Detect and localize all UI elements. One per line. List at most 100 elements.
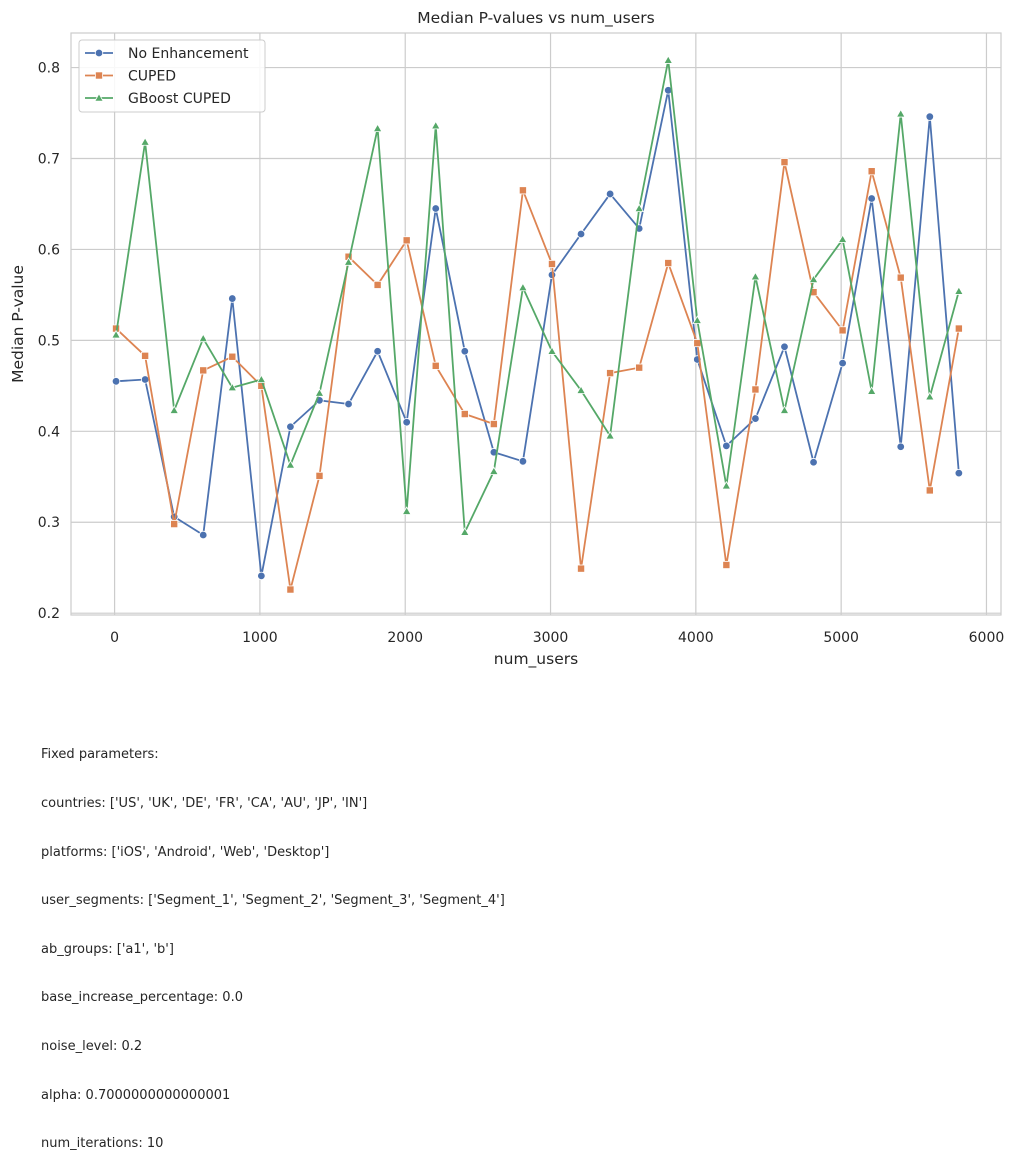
data-point-no-enhancement bbox=[722, 441, 731, 451]
data-point-cuped bbox=[635, 363, 644, 372]
data-point-cuped bbox=[751, 385, 760, 394]
x-tick-label: 3000 bbox=[533, 630, 569, 646]
grid bbox=[71, 33, 1001, 615]
data-point-gboost-cuped bbox=[227, 382, 238, 392]
legend-label-cuped: CUPED bbox=[128, 69, 176, 85]
y-axis-label: Median P-value bbox=[9, 265, 27, 383]
x-tick-label: 4000 bbox=[678, 630, 714, 646]
data-point-no-enhancement bbox=[140, 375, 150, 384]
data-point-no-enhancement bbox=[780, 342, 789, 351]
legend-box bbox=[78, 39, 266, 113]
data-point-no-enhancement bbox=[838, 358, 847, 368]
x-tick-label: 2000 bbox=[387, 630, 423, 646]
series-line-gboost-cuped bbox=[115, 59, 960, 534]
data-point-cuped bbox=[577, 564, 586, 573]
data-point-cuped bbox=[170, 520, 179, 529]
legend: No Enhancement CUPED GBoost CUPED bbox=[78, 39, 266, 113]
data-point-gboost-cuped bbox=[634, 203, 645, 213]
data-point-gboost-cuped bbox=[169, 405, 180, 414]
data-point-no-enhancement bbox=[431, 204, 440, 213]
data-point-no-enhancement bbox=[228, 294, 237, 303]
y-tick-label: 0.5 bbox=[38, 333, 60, 349]
data-point-no-enhancement bbox=[111, 377, 121, 386]
data-point-gboost-cuped bbox=[285, 459, 296, 469]
data-point-gboost-cuped bbox=[343, 257, 354, 266]
legend-label-gboost-cuped: GBoost CUPED bbox=[128, 91, 231, 107]
y-tick-label: 0.6 bbox=[38, 242, 60, 258]
data-point-cuped bbox=[315, 471, 324, 480]
x-axis-label: num_users bbox=[494, 650, 578, 669]
data-point-no-enhancement bbox=[373, 347, 382, 356]
legend-marker-cuped bbox=[95, 71, 104, 80]
data-point-gboost-cuped bbox=[576, 385, 586, 394]
data-point-no-enhancement bbox=[751, 414, 760, 423]
data-point-gboost-cuped bbox=[372, 123, 383, 133]
data-point-cuped bbox=[489, 420, 498, 429]
data-point-gboost-cuped bbox=[547, 346, 557, 355]
data-point-no-enhancement bbox=[809, 458, 818, 467]
data-point-gboost-cuped bbox=[866, 386, 877, 395]
chart-title: Median P-values vs num_users bbox=[417, 9, 654, 28]
y-tick-label: 0.8 bbox=[38, 61, 60, 77]
data-point-no-enhancement bbox=[199, 530, 208, 540]
y-tick-label: 0.3 bbox=[38, 515, 60, 531]
data-point-gboost-cuped bbox=[692, 315, 703, 324]
data-point-gboost-cuped bbox=[837, 234, 848, 243]
data-point-cuped bbox=[838, 326, 847, 335]
series-line-no-enhancement bbox=[115, 89, 960, 577]
y-tick-label: 0.7 bbox=[38, 151, 60, 167]
data-point-cuped bbox=[518, 186, 527, 195]
data-point-gboost-cuped bbox=[140, 137, 150, 146]
y-tick-label: 0.2 bbox=[38, 606, 60, 622]
data-point-gboost-cuped bbox=[198, 333, 209, 343]
y-tick-label: 0.4 bbox=[38, 424, 60, 440]
data-point-no-enhancement bbox=[896, 442, 905, 451]
x-tick-label: 5000 bbox=[823, 630, 859, 646]
data-point-gboost-cuped bbox=[430, 120, 441, 130]
x-tick-label: 1000 bbox=[242, 630, 278, 646]
data-point-gboost-cuped bbox=[488, 466, 499, 475]
data-point-no-enhancement bbox=[925, 112, 934, 121]
fixed-parameter-line: num_iterations: 10 bbox=[41, 1136, 164, 1152]
fixed-parameter-line: countries: ['US', 'UK', 'DE', 'FR', 'CA'… bbox=[41, 796, 368, 812]
fixed-parameter-line: user_segments: ['Segment_1', 'Segment_2'… bbox=[41, 893, 505, 909]
data-point-gboost-cuped bbox=[924, 391, 935, 401]
fixed-parameters-note: Fixed parameters: countries: ['US', 'UK'… bbox=[41, 715, 505, 1169]
data-point-cuped bbox=[402, 236, 411, 245]
data-point-gboost-cuped bbox=[750, 271, 761, 281]
data-point-gboost-cuped bbox=[895, 108, 906, 118]
data-point-cuped bbox=[373, 280, 382, 289]
fixed-parameter-line: base_increase_percentage: 0.0 bbox=[41, 990, 243, 1006]
data-point-cuped bbox=[199, 366, 208, 375]
data-point-cuped bbox=[780, 158, 789, 167]
series-line-cuped bbox=[115, 161, 960, 591]
data-point-no-enhancement bbox=[867, 194, 876, 203]
data-point-gboost-cuped bbox=[808, 274, 819, 283]
legend-label-no-enhancement: No Enhancement bbox=[128, 46, 249, 62]
series-gboost-cuped bbox=[111, 55, 964, 536]
data-point-cuped bbox=[141, 351, 150, 360]
data-point-gboost-cuped bbox=[314, 388, 325, 397]
data-point-cuped bbox=[606, 369, 615, 378]
data-point-cuped bbox=[286, 585, 295, 594]
data-point-no-enhancement bbox=[518, 457, 528, 466]
data-point-cuped bbox=[547, 259, 556, 268]
series-no-enhancement bbox=[111, 86, 964, 581]
data-point-cuped bbox=[925, 486, 934, 495]
fixed-parameter-line: ab_groups: ['a1', 'b'] bbox=[41, 941, 174, 957]
series-lines bbox=[111, 55, 964, 594]
data-point-no-enhancement bbox=[286, 422, 295, 431]
data-point-no-enhancement bbox=[605, 189, 615, 199]
x-tick-labels: 0 1000 2000 3000 4000 5000 6000 bbox=[110, 630, 1004, 646]
legend-marker-gboost-cuped bbox=[94, 92, 104, 102]
data-point-cuped bbox=[867, 167, 876, 176]
fixed-parameter-line: noise_level: 0.2 bbox=[41, 1039, 143, 1055]
data-point-no-enhancement bbox=[402, 418, 411, 427]
data-point-gboost-cuped bbox=[779, 405, 790, 414]
data-point-gboost-cuped bbox=[721, 480, 732, 490]
data-point-gboost-cuped bbox=[518, 282, 528, 292]
data-point-cuped bbox=[896, 273, 905, 282]
fixed-parameter-line: platforms: ['iOS', 'Android', 'Web', 'De… bbox=[41, 844, 330, 860]
data-point-gboost-cuped bbox=[459, 527, 470, 536]
fixed-parameter-line: alpha: 0.7000000000000001 bbox=[41, 1087, 231, 1103]
